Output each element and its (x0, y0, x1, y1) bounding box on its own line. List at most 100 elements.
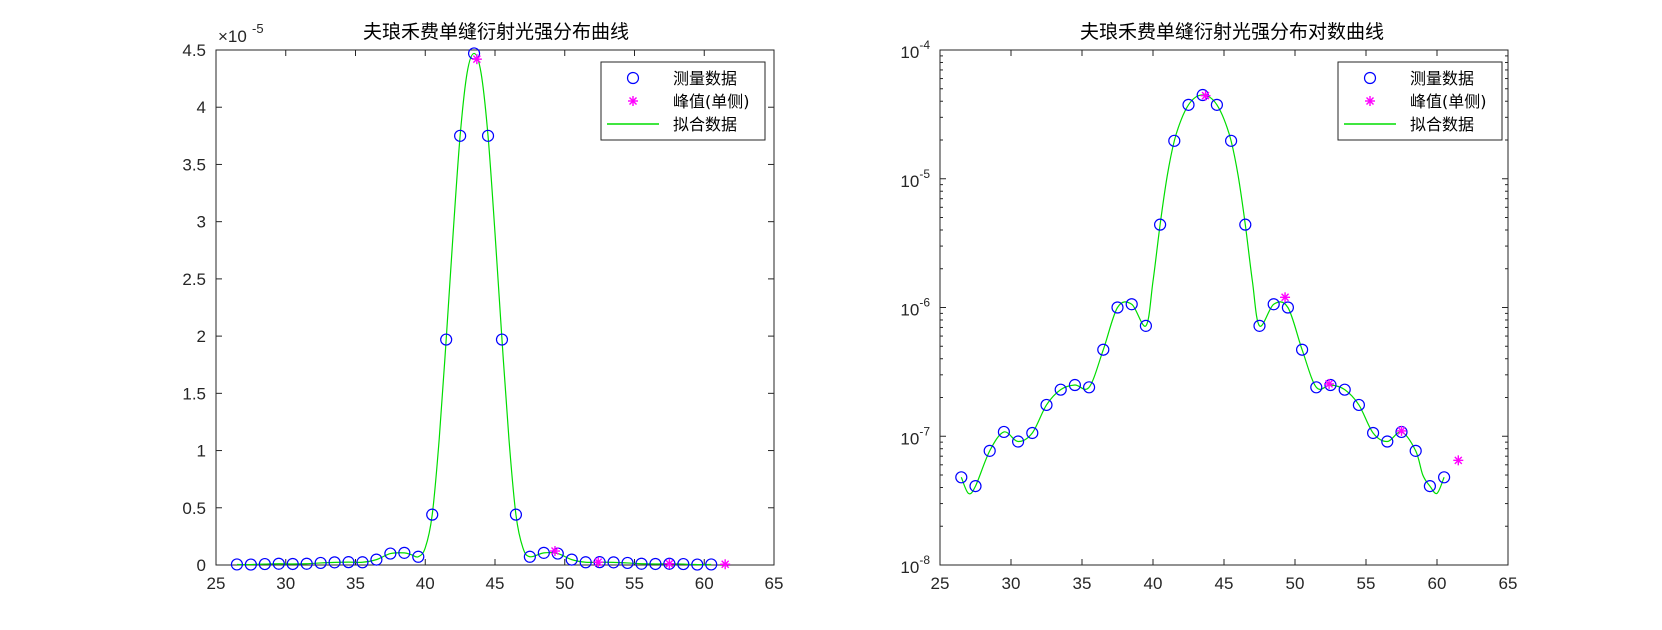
peak-point (471, 54, 482, 65)
peak-point (549, 546, 560, 557)
x-tick-label: 65 (1499, 574, 1518, 593)
measured-point (412, 550, 425, 563)
legend-label: 峰值(单侧) (1410, 92, 1487, 111)
measured-point (537, 546, 550, 559)
measured-point (1338, 383, 1351, 396)
measured-point (495, 333, 509, 346)
exponent-power: -5 (252, 21, 264, 36)
peak-point (1453, 455, 1464, 466)
peak-point (664, 558, 675, 569)
measured-point (1239, 218, 1252, 231)
measured-point (481, 129, 495, 142)
measured-point (440, 333, 453, 346)
y-exponent-label: ×10 -5 (218, 21, 264, 46)
measured-point (983, 444, 996, 457)
measured-point (1324, 378, 1337, 392)
measured-point (342, 556, 355, 569)
peak-point (1324, 378, 1335, 389)
x-tick-label: 35 (1073, 574, 1092, 593)
measured-point (565, 553, 578, 566)
legend-label: 拟合数据 (1410, 115, 1474, 134)
measured-point (1168, 134, 1181, 147)
peak-point (720, 559, 731, 570)
measured-point (1139, 319, 1153, 332)
measured-point (384, 547, 397, 560)
legend-circle-marker (1363, 71, 1377, 85)
y-tick-label: 0.5 (182, 499, 206, 518)
measured-point (370, 553, 383, 566)
plot-title: 夫琅禾费单缝衍射光强分布曲线 (363, 21, 629, 43)
measured-point (1097, 343, 1110, 356)
measured-point (1253, 319, 1266, 332)
y-tick-label: 1.5 (182, 384, 206, 403)
x-tick-label: 30 (1002, 574, 1021, 593)
measured-point (1068, 378, 1082, 392)
peak-point (593, 557, 604, 568)
x-tick-label: 50 (555, 574, 574, 593)
measured-point (1437, 471, 1451, 484)
measured-point (1054, 383, 1067, 396)
y-tick-label: 10-6 (900, 296, 930, 320)
measured-point (1352, 398, 1366, 412)
log-intensity-plot: 夫琅禾费单缝衍射光强分布对数曲线 25 30 35 40 45 50 55 60 65 10-8 1… (900, 21, 1517, 593)
legend-circle-marker (626, 71, 640, 85)
x-tick-label: 30 (276, 574, 295, 593)
measured-point (258, 557, 271, 571)
measured-point (314, 556, 327, 570)
measured-point (1295, 343, 1309, 356)
measured-point (621, 556, 634, 570)
measured-point (997, 425, 1011, 439)
plot-title: 夫琅禾费单缝衍射光强分布对数曲线 (1080, 21, 1384, 43)
x-tick-label: 60 (1428, 574, 1447, 593)
y-tick-label: 10-7 (900, 424, 930, 448)
plot-axes-box (215, 49, 775, 566)
measured-point (1267, 298, 1280, 311)
y-tick-label: 3.5 (182, 155, 206, 174)
measured-point (677, 557, 690, 571)
x-tick-label: 65 (765, 574, 784, 593)
measured-point (1224, 134, 1238, 147)
legend-label: 峰值(单侧) (673, 92, 750, 111)
x-tick-label: 40 (416, 574, 435, 593)
measured-point (969, 480, 982, 493)
measured-point (705, 558, 718, 571)
measured-point (1423, 480, 1437, 493)
measured-point (1182, 98, 1195, 111)
y-tick-label: 1 (197, 442, 206, 461)
x-tick-label: 55 (625, 574, 644, 593)
x-tick-label: 60 (695, 574, 714, 593)
measured-point (1153, 218, 1167, 231)
x-tick-label: 25 (207, 574, 226, 593)
measured-point (955, 471, 968, 484)
y-tick-label: 10-8 (900, 553, 930, 577)
y-tick-label: 10-4 (900, 38, 930, 62)
fit-curve (236, 52, 712, 566)
measured-point (523, 550, 536, 563)
x-tick-label: 25 (931, 574, 950, 593)
measured-point (649, 557, 662, 571)
measured-point (1082, 381, 1096, 394)
measured-point (454, 129, 467, 142)
y-tick-label: 2 (197, 327, 206, 346)
measured-point (356, 556, 369, 569)
measured-point (1026, 426, 1039, 440)
measured-point (426, 508, 439, 521)
plot-axes-box (939, 49, 1509, 566)
measured-point (328, 556, 341, 569)
measured-point (1409, 444, 1422, 457)
measured-point (1111, 301, 1124, 314)
y-tick-label: 3 (197, 213, 206, 232)
measured-point (1011, 435, 1025, 448)
measured-point (1125, 298, 1138, 311)
x-tick-label: 40 (1144, 574, 1163, 593)
y-tick-label: 10-5 (900, 167, 930, 191)
measured-point (509, 508, 523, 521)
measured-point (1040, 398, 1053, 412)
x-tick-label: 45 (486, 574, 505, 593)
measured-point (1381, 435, 1394, 448)
peak-point (1280, 292, 1291, 303)
measured-point (1310, 381, 1323, 394)
y-tick-label: 4.5 (182, 41, 206, 60)
